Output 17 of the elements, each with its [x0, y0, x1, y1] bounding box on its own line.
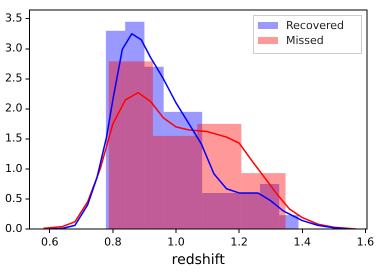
x-axis-title: redshift	[172, 252, 226, 268]
y-tick-label: 2.0	[4, 102, 22, 115]
legend-label: Recovered	[286, 18, 344, 32]
y-tick-label: 3.5	[4, 12, 22, 25]
x-tick-label: 1.0	[167, 235, 185, 248]
y-tick-label: 0.0	[4, 222, 22, 235]
y-tick-label: 1.5	[4, 132, 22, 145]
y-tick-label: 3.0	[4, 42, 22, 55]
x-tick-label: 0.8	[104, 235, 122, 248]
x-tick-label: 1.4	[294, 235, 312, 248]
y-tick-label: 2.5	[4, 72, 22, 85]
y-tick-label: 0.5	[4, 192, 22, 205]
y-tick-label: 1.0	[4, 162, 22, 175]
legend-label: Missed	[286, 34, 324, 47]
x-tick-label: 1.6	[356, 235, 374, 248]
x-tick-label: 0.6	[40, 235, 58, 248]
x-tick-label: 1.2	[230, 235, 248, 248]
